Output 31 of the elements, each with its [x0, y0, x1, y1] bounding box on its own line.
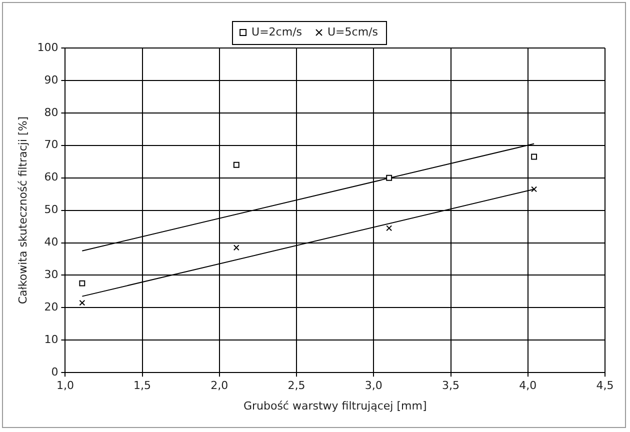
point [386, 225, 392, 232]
point [233, 162, 240, 168]
point [79, 300, 86, 306]
y-tick-label: 30 [44, 268, 58, 282]
y-tick-label: 70 [44, 138, 58, 152]
x-axis-title: Grubość warstwy filtrującej [mm] [243, 399, 427, 412]
x-tick-label: 1,0 [56, 379, 74, 392]
y-tick-label: 0 [51, 365, 58, 378]
y-tick-label: 20 [44, 300, 58, 314]
x-tick-label: 4,0 [519, 379, 537, 392]
y-tick-label: 10 [44, 333, 58, 346]
point [531, 154, 538, 160]
point [233, 244, 240, 251]
x-tick-label: 4,5 [596, 379, 614, 392]
x-tick-label: 2,0 [210, 379, 228, 392]
y-tick-label: 50 [44, 203, 58, 216]
point [79, 280, 86, 286]
y-axis-title: Całkowita skuteczność filtracji [%] [16, 116, 30, 304]
y-tick-label: 100 [37, 40, 58, 54]
point [386, 174, 392, 181]
y-tick-label: 60 [44, 170, 58, 184]
legend-label: U=5cm/s [328, 25, 378, 38]
x-tick-label: 3,0 [364, 379, 382, 392]
x-tick-label: 3,5 [442, 379, 460, 392]
point [531, 186, 538, 192]
y-tick-label: 90 [44, 73, 58, 86]
y-tick-label: 80 [44, 106, 58, 119]
legend-label: U=2cm/s [252, 25, 302, 38]
x-tick-label: 1,5 [134, 379, 152, 392]
y-tick-label: 40 [44, 236, 58, 249]
x-tick-label: 2,5 [288, 379, 306, 392]
